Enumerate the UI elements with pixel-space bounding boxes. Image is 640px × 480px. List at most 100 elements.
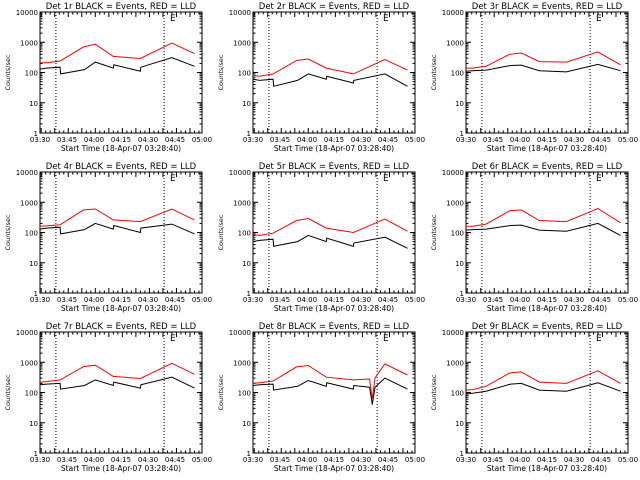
- y-axis-label: Counts/sec: [217, 374, 225, 410]
- y-tick-label: 1: [34, 290, 38, 298]
- y-tick-label: 100: [451, 390, 464, 398]
- x-tick-label: 04:15: [324, 136, 344, 144]
- y-tick-label: 10000: [442, 9, 464, 17]
- series-line-events: [252, 73, 408, 87]
- series-line-lld: [465, 370, 621, 391]
- x-tick-label: 04:00: [84, 456, 104, 464]
- y-tick-label: 10: [455, 100, 464, 108]
- y-tick-label: 10: [455, 420, 464, 428]
- legend-label: E: [383, 334, 389, 344]
- axis-frame: [39, 171, 203, 294]
- x-tick-label: 03:30: [456, 296, 476, 304]
- series-line-events: [39, 57, 195, 75]
- axis-frame: [252, 331, 416, 454]
- series-line-lld: [40, 42, 195, 64]
- x-tick-label: 04:15: [537, 456, 557, 464]
- x-tick-label: 04:45: [591, 456, 611, 464]
- y-tick-label: 10: [242, 420, 251, 428]
- y-tick-label: 10: [455, 260, 464, 268]
- y-tick-label: 10: [242, 100, 251, 108]
- panel-8: Det 8r BLACK = Events, RED = LLD 1 10 100 10…: [217, 322, 425, 473]
- x-tick-label: 03:30: [30, 136, 50, 144]
- x-tick-label: 04:15: [324, 296, 344, 304]
- series-line-lld: [466, 51, 621, 69]
- legend-label: E: [596, 334, 602, 344]
- y-tick-label: 100: [451, 70, 464, 78]
- panel-2: Det 2r BLACK = Events, RED = LLD 1 10 100 10…: [217, 2, 425, 153]
- axis-frame: [39, 11, 203, 134]
- y-tick-label: 1000: [446, 359, 464, 367]
- x-tick-label: 04:15: [537, 136, 557, 144]
- y-tick-label: 1000: [20, 39, 38, 47]
- x-tick-label: 03:30: [243, 456, 263, 464]
- x-axis-label: Start Time (18-Apr-07 03:28:40): [274, 144, 394, 153]
- x-tick-label: 04:15: [111, 456, 131, 464]
- x-tick-label: 03:45: [270, 456, 290, 464]
- series-line-events: [252, 234, 408, 249]
- x-tick-label: 04:30: [351, 136, 371, 144]
- y-tick-label: 1: [247, 290, 251, 298]
- x-tick-label: 04:00: [510, 136, 530, 144]
- x-tick-label: 03:45: [483, 296, 503, 304]
- x-tick-label: 04:45: [378, 456, 398, 464]
- axis-frame: [465, 11, 629, 134]
- y-tick-label: 1000: [233, 359, 251, 367]
- x-tick-label: 04:00: [297, 296, 317, 304]
- y-tick-label: 10: [29, 420, 38, 428]
- x-tick-label: 04:30: [351, 456, 371, 464]
- x-tick-label: 03:45: [483, 456, 503, 464]
- x-tick-label: 05:00: [618, 136, 638, 144]
- panel-title: Det 9r BLACK = Events, RED = LLD: [472, 322, 623, 332]
- axis-frame: [252, 171, 416, 294]
- x-tick-label: 04:00: [84, 136, 104, 144]
- series-line-lld: [252, 58, 408, 77]
- series-line-lld: [39, 362, 195, 383]
- legend-label: E: [596, 174, 602, 184]
- x-tick-label: 05:00: [405, 136, 425, 144]
- y-tick-label: 100: [451, 230, 464, 238]
- y-tick-label: 10000: [229, 9, 251, 17]
- x-tick-label: 03:30: [243, 136, 263, 144]
- y-tick-label: 1: [460, 450, 464, 458]
- y-tick-label: 1000: [446, 39, 464, 47]
- x-tick-label: 04:00: [297, 136, 317, 144]
- x-tick-label: 04:00: [510, 456, 530, 464]
- x-tick-label: 03:45: [57, 296, 77, 304]
- y-axis-label: Counts/sec: [430, 54, 438, 90]
- series-line-events: [252, 377, 408, 405]
- y-tick-label: 10000: [442, 329, 464, 337]
- panel-title: Det 5r BLACK = Events, RED = LLD: [259, 162, 410, 172]
- y-tick-label: 100: [25, 70, 38, 78]
- legend-label: E: [170, 174, 176, 184]
- y-tick-label: 10000: [16, 169, 38, 177]
- x-axis-label: Start Time (18-Apr-07 03:28:40): [274, 304, 394, 313]
- y-tick-label: 1000: [233, 39, 251, 47]
- y-tick-label: 10000: [442, 169, 464, 177]
- x-axis-label: Start Time (18-Apr-07 03:28:40): [487, 304, 607, 313]
- x-tick-label: 04:15: [111, 296, 131, 304]
- panel-title: Det 3r BLACK = Events, RED = LLD: [472, 2, 623, 12]
- panel-title: Det 2r BLACK = Events, RED = LLD: [259, 2, 410, 12]
- y-tick-label: 100: [25, 390, 38, 398]
- x-tick-label: 04:45: [165, 456, 185, 464]
- legend-label: E: [170, 14, 176, 24]
- x-tick-label: 03:30: [30, 456, 50, 464]
- y-axis-label: Counts/sec: [4, 214, 12, 250]
- y-tick-label: 10000: [229, 329, 251, 337]
- y-tick-label: 10: [242, 260, 251, 268]
- x-tick-label: 04:45: [591, 136, 611, 144]
- series-line-lld: [466, 207, 621, 227]
- series-line-lld: [252, 217, 408, 236]
- x-tick-label: 05:00: [192, 296, 212, 304]
- y-axis-label: Counts/sec: [430, 374, 438, 410]
- x-tick-label: 05:00: [618, 296, 638, 304]
- x-tick-label: 04:45: [378, 296, 398, 304]
- x-tick-label: 04:30: [564, 136, 584, 144]
- panel-1: Det 1r BLACK = Events, RED = LLD 1 10 100 10…: [4, 2, 212, 153]
- x-tick-label: 03:30: [30, 296, 50, 304]
- y-axis-label: Counts/sec: [4, 374, 12, 410]
- axis-frame: [465, 331, 629, 454]
- x-tick-label: 04:45: [165, 296, 185, 304]
- series-line-lld: [252, 363, 408, 400]
- panel-title: Det 7r BLACK = Events, RED = LLD: [46, 322, 197, 332]
